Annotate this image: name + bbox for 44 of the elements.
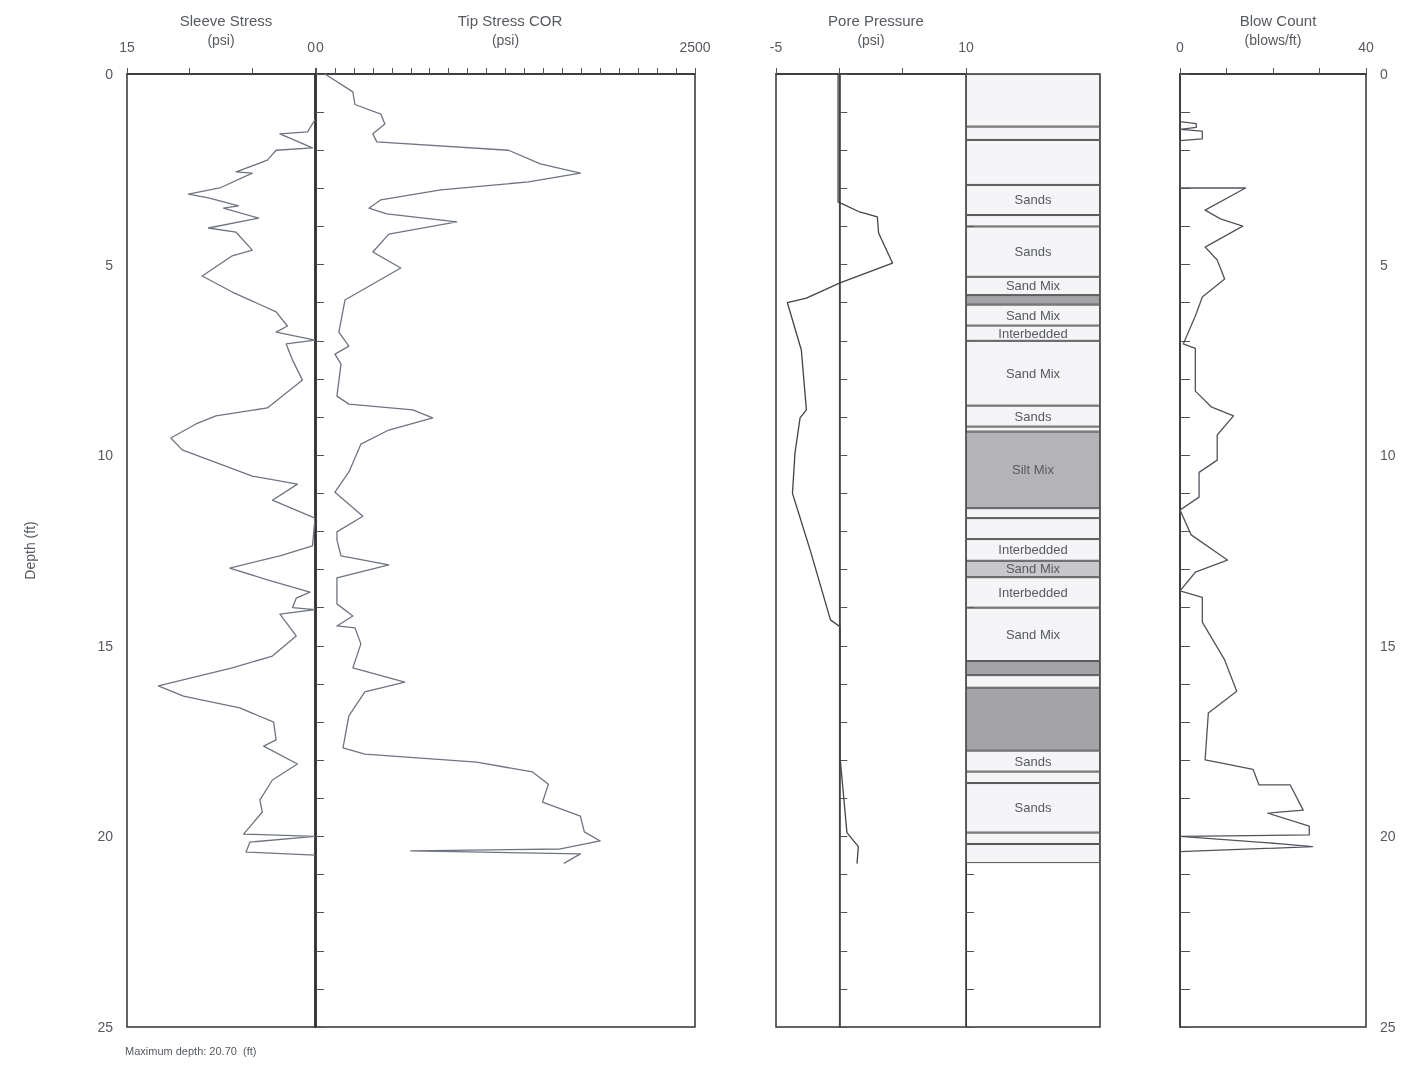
y-tick-label: 20: [1380, 828, 1396, 845]
x-axis-title: (psi): [491, 32, 520, 48]
y-tick-label: 20: [97, 828, 114, 845]
series-label: Sand Mix: [1005, 626, 1061, 642]
chart-title: Sleeve Stress: [179, 12, 273, 29]
chart-title: Blow Count: [1239, 12, 1318, 29]
x-tick-label: 40: [1358, 39, 1374, 55]
x-axis-title: (blows/ft): [1244, 32, 1302, 48]
series-label: Interbedded: [998, 325, 1068, 341]
series-label: Sand Mix: [1005, 307, 1061, 323]
x-tick-label: 2500: [679, 39, 711, 55]
series-label: Sand Mix: [1005, 365, 1061, 381]
x-tick-label: 0: [307, 39, 316, 55]
y-tick-label: 0: [1380, 66, 1388, 82]
y-tick-label: 5: [1380, 256, 1388, 273]
x-tick-label: 15: [119, 39, 135, 55]
series-label: Sands: [1014, 244, 1052, 260]
series-label: Sands: [1014, 800, 1052, 816]
y-tick-label: 25: [97, 1019, 114, 1035]
series-label: Silt Mix: [1012, 462, 1055, 478]
x-tick-label: -5: [769, 39, 783, 55]
x-tick-label: 10: [958, 39, 974, 55]
x-axis-title: (psi): [857, 32, 885, 48]
series-label: Interbedded: [998, 584, 1068, 600]
x-tick-label: 0: [316, 39, 324, 55]
chart-title: Pore Pressure: [828, 12, 924, 29]
y-axis-title: Depth (ft): [22, 521, 38, 580]
x-tick-label: 0: [1176, 39, 1185, 55]
x-axis-title: (psi): [207, 32, 235, 48]
y-tick-label: 0: [105, 66, 114, 82]
series-label: Interbedded: [998, 542, 1068, 558]
series-label: Sands: [1014, 753, 1052, 769]
y-tick-label: 15: [1380, 637, 1396, 654]
y-tick-label: 10: [97, 447, 114, 464]
text: Maximum depth: 20.70 (ft): [125, 1044, 257, 1057]
series-label: Sand Mix: [1005, 278, 1061, 294]
y-tick-label: 25: [1380, 1019, 1396, 1035]
series-label: Sand Mix: [1005, 561, 1061, 577]
y-tick-label: 15: [97, 637, 114, 654]
series-label: Sands: [1014, 408, 1052, 424]
y-tick-label: 5: [105, 256, 114, 273]
y-tick-label: 10: [1380, 447, 1396, 464]
series-label: Sands: [1014, 192, 1052, 208]
chart-title: Tip Stress COR: [457, 12, 563, 29]
